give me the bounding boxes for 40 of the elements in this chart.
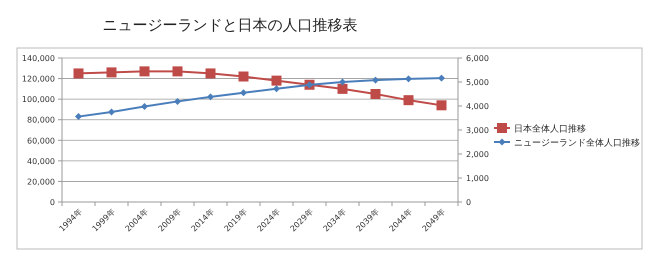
y-tick-label: 0 bbox=[50, 198, 55, 207]
y2-tick-label: 6,000 bbox=[466, 54, 489, 63]
legend-label: 日本全体人口推移 bbox=[514, 124, 586, 134]
legend-label: ニュージーランド全体人口推移 bbox=[514, 138, 640, 148]
point bbox=[339, 78, 346, 86]
point bbox=[372, 76, 379, 84]
y2-tick-label: 0 bbox=[466, 198, 472, 207]
point bbox=[108, 108, 115, 116]
y2-tick-label: 3,000 bbox=[466, 126, 489, 135]
point bbox=[174, 98, 181, 105]
point bbox=[272, 76, 282, 86]
y-tick-label: 40,000 bbox=[27, 156, 55, 166]
point bbox=[172, 66, 182, 76]
point bbox=[140, 66, 150, 76]
point bbox=[405, 75, 412, 82]
point bbox=[141, 102, 148, 110]
point bbox=[370, 89, 380, 99]
point bbox=[75, 113, 82, 120]
y-tick-label: 100,000 bbox=[22, 95, 55, 104]
point bbox=[240, 89, 247, 96]
y-tick-label: 60,000 bbox=[27, 136, 55, 146]
point bbox=[273, 85, 280, 92]
point bbox=[207, 93, 214, 100]
point bbox=[338, 84, 348, 94]
point bbox=[436, 100, 446, 110]
point bbox=[438, 74, 445, 82]
point bbox=[206, 68, 216, 78]
y2-tick-label: 1,000 bbox=[466, 174, 489, 183]
y2-tick-label: 4,000 bbox=[466, 102, 489, 111]
y-tick-label: 80,000 bbox=[27, 116, 55, 125]
point bbox=[74, 68, 84, 78]
point bbox=[106, 67, 116, 78]
y2-tick-label: 2,000 bbox=[466, 150, 489, 159]
y2-tick-label: 5,000 bbox=[466, 78, 489, 87]
point bbox=[404, 95, 414, 106]
y-tick-label: 140,000 bbox=[22, 54, 55, 63]
point bbox=[238, 72, 248, 82]
y-tick-label: 20,000 bbox=[27, 177, 55, 186]
y-tick-label: 120,000 bbox=[22, 74, 55, 84]
chart-title: ニュージーランドと日本の人口推移表 bbox=[102, 16, 358, 34]
